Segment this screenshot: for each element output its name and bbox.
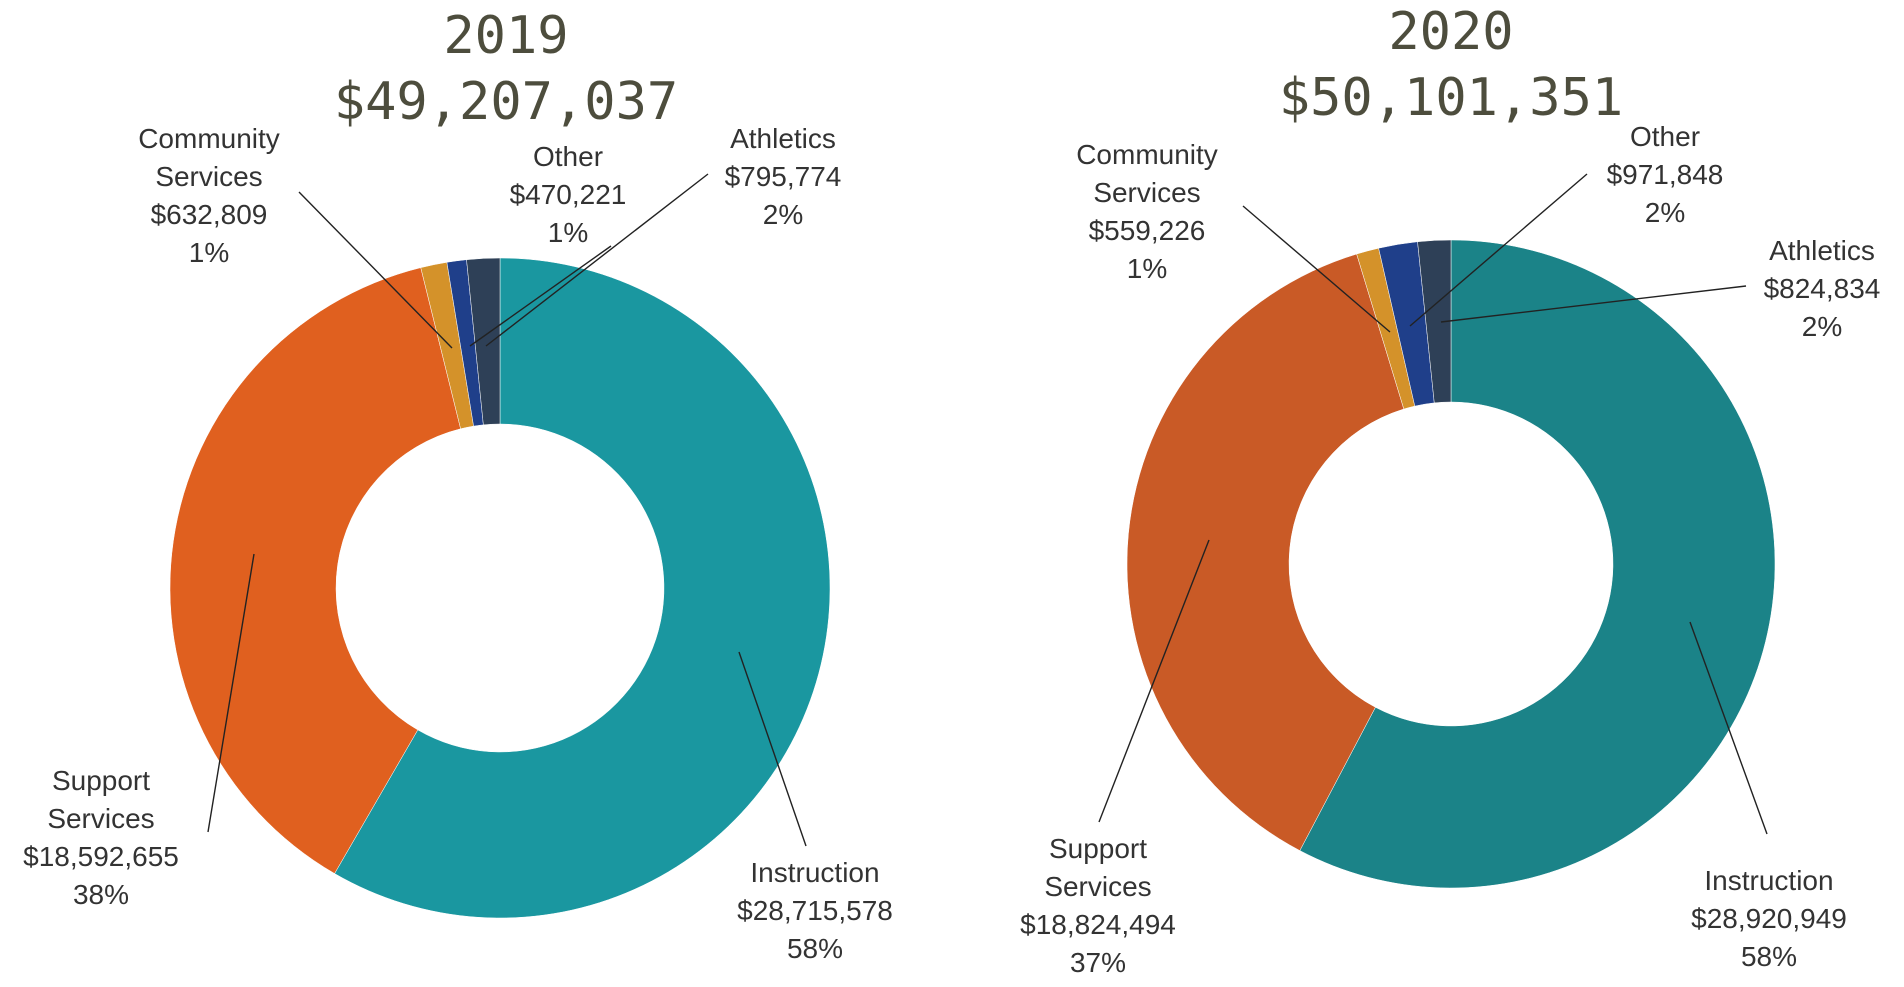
category-name: Athletics bbox=[730, 123, 836, 154]
value-label: $795,774 bbox=[724, 161, 842, 192]
percent-label: 37% bbox=[1069, 947, 1127, 978]
leader-line bbox=[1409, 173, 1588, 327]
donut-slice bbox=[466, 257, 501, 426]
data-label: Athletics $795,774 2% bbox=[678, 120, 888, 234]
category-name: Instruction bbox=[750, 857, 880, 888]
leader-line bbox=[485, 173, 709, 347]
value-label: $632,809 bbox=[150, 199, 268, 230]
leader-line bbox=[1098, 539, 1210, 823]
category-name: Community Services bbox=[138, 123, 280, 192]
value-label: $559,226 bbox=[1088, 215, 1206, 246]
percent-label: 1% bbox=[188, 237, 230, 268]
category-name: Other bbox=[1629, 121, 1701, 152]
percent-label: 1% bbox=[1126, 253, 1168, 284]
leader-line bbox=[207, 553, 255, 833]
category-name: Support Services bbox=[47, 765, 155, 834]
value-label: $18,592,655 bbox=[23, 841, 179, 872]
value-label: $470,221 bbox=[509, 179, 627, 210]
value-label: $971,848 bbox=[1606, 159, 1724, 190]
donut-slice bbox=[1126, 253, 1405, 851]
chart-subtitle: $49,207,037 bbox=[333, 72, 679, 132]
value-label: $28,920,949 bbox=[1691, 903, 1847, 934]
category-name: Support Services bbox=[1044, 833, 1152, 902]
leader-line bbox=[1689, 621, 1768, 835]
chart-title: 2019 bbox=[443, 6, 569, 66]
percent-label: 2% bbox=[1644, 197, 1686, 228]
data-label: Community Services $559,226 1% bbox=[1042, 136, 1252, 288]
leader-line bbox=[1242, 205, 1391, 333]
leader-line bbox=[1440, 285, 1747, 323]
percent-label: 2% bbox=[1801, 311, 1843, 342]
value-label: $18,824,494 bbox=[1020, 909, 1176, 940]
data-label: Athletics $824,834 2% bbox=[1717, 232, 1904, 346]
data-label: Support Services $18,592,655 38% bbox=[0, 762, 206, 914]
value-label: $28,715,578 bbox=[737, 895, 893, 926]
donut-slice bbox=[334, 257, 831, 919]
percent-label: 58% bbox=[1740, 941, 1798, 972]
chart-title: 2020 bbox=[1388, 2, 1514, 62]
value-label: $824,834 bbox=[1763, 273, 1881, 304]
category-name: Athletics bbox=[1769, 235, 1875, 266]
data-label: Community Services $632,809 1% bbox=[104, 120, 314, 272]
category-name: Other bbox=[532, 141, 604, 172]
category-name: Instruction bbox=[1704, 865, 1834, 896]
leader-line bbox=[738, 651, 807, 847]
data-label: Instruction $28,715,578 58% bbox=[710, 854, 920, 968]
chart-subtitle: $50,101,351 bbox=[1278, 68, 1624, 128]
data-label: Support Services $18,824,494 37% bbox=[993, 830, 1203, 982]
leader-line bbox=[469, 245, 612, 347]
percent-label: 2% bbox=[762, 199, 804, 230]
data-label: Instruction $28,920,949 58% bbox=[1664, 862, 1874, 976]
percent-label: 58% bbox=[786, 933, 844, 964]
donut-slice bbox=[169, 267, 461, 874]
leader-line bbox=[298, 191, 453, 349]
percent-label: 38% bbox=[72, 879, 130, 910]
donut-slice bbox=[1299, 239, 1776, 889]
category-name: Community Services bbox=[1076, 139, 1218, 208]
donut-slice bbox=[1417, 239, 1452, 404]
data-label: Other $470,221 1% bbox=[463, 138, 673, 252]
data-label: Other $971,848 2% bbox=[1560, 118, 1770, 232]
percent-label: 1% bbox=[547, 217, 589, 248]
